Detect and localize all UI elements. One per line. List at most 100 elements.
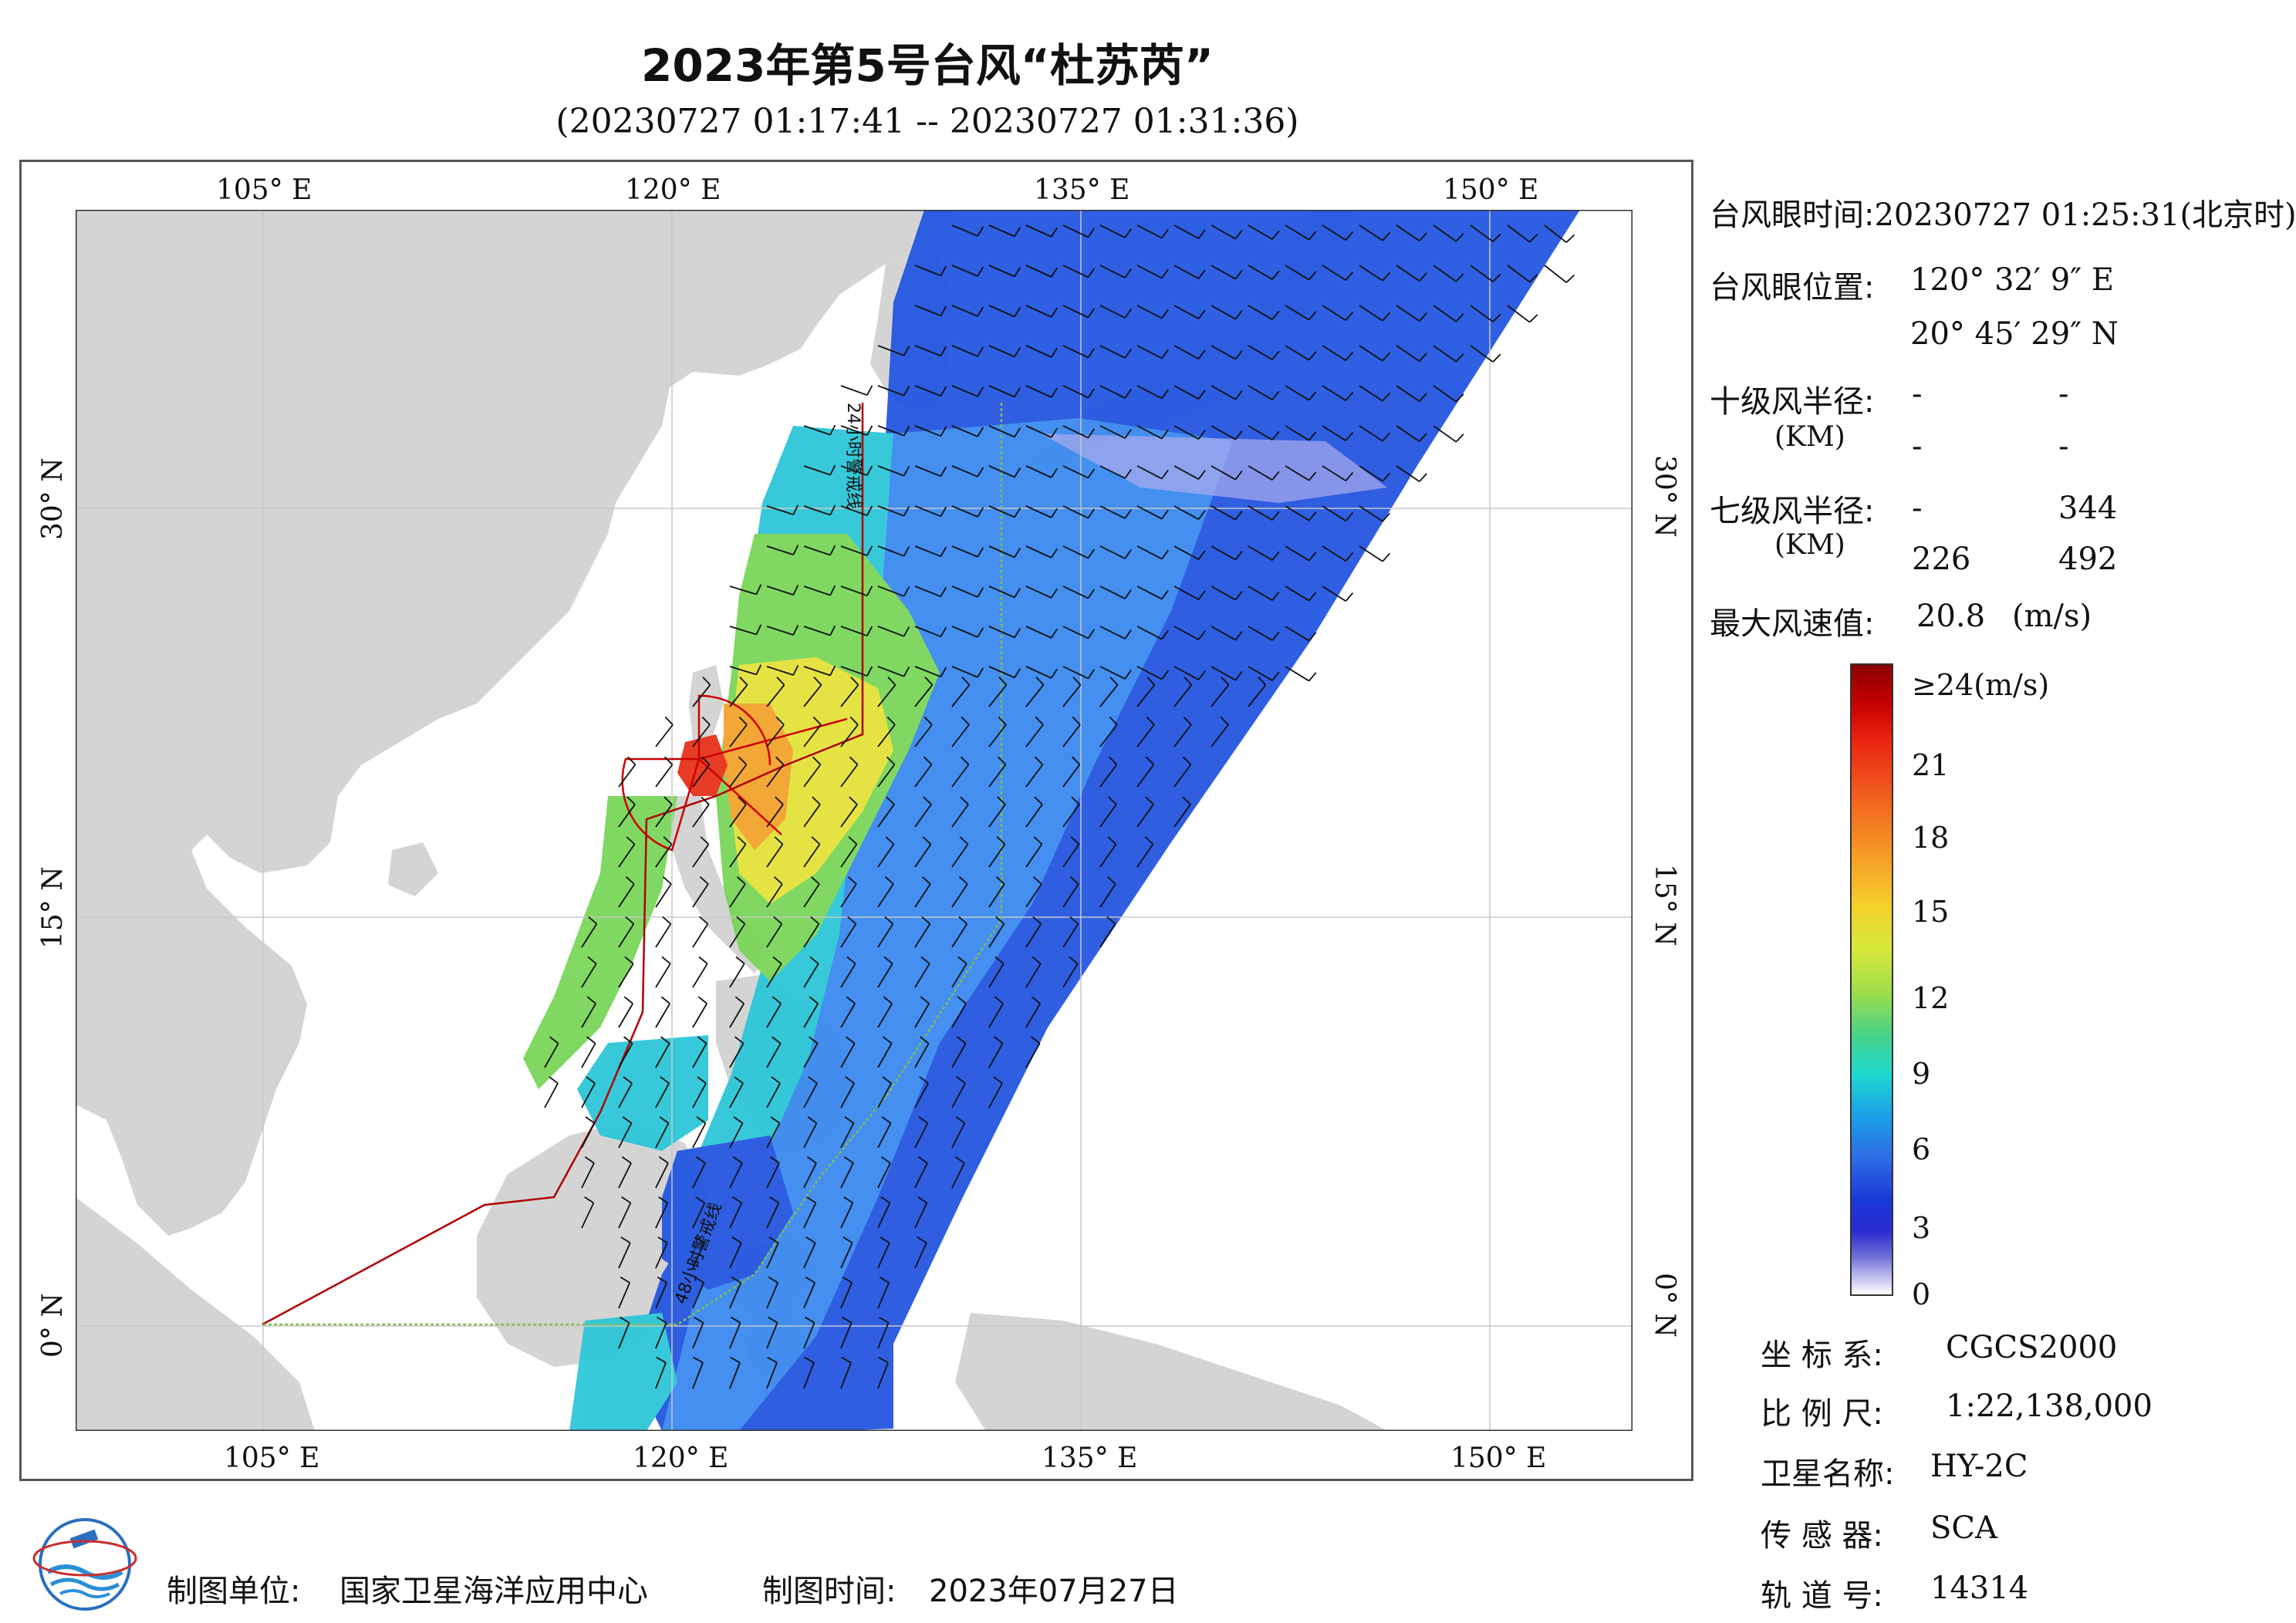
wind-barb-flag	[1050, 668, 1059, 679]
wind-barb-flag	[958, 916, 967, 925]
wind-barb	[655, 1282, 668, 1309]
wind-barb	[988, 804, 1006, 828]
r7-value-ne: -	[1912, 491, 1923, 526]
wind-barb	[1062, 465, 1089, 479]
wind-barb-flag	[755, 624, 762, 635]
eye-lon-value: 120° 32′ 9″ E	[1910, 262, 2115, 298]
wind-barb	[1210, 545, 1236, 561]
r10-value-se: -	[2058, 376, 2069, 412]
wind-barb	[692, 1082, 707, 1108]
max-wind-label: 最大风速值:	[1710, 606, 1875, 642]
wind-barb	[1136, 843, 1154, 868]
wind-barb	[1322, 585, 1346, 602]
wind-barb-flag	[662, 916, 671, 925]
wind-barb	[803, 1162, 817, 1189]
wind-barb-flag	[1382, 392, 1391, 402]
wind-barb	[1136, 385, 1163, 400]
eye-time-value: 20230727 01:25:31(北京时)	[1874, 197, 2296, 233]
wind-barb-flag	[1345, 432, 1354, 441]
wind-barb	[803, 843, 821, 868]
wind-barb-flag	[1124, 429, 1132, 439]
wind-barb-flag	[1124, 509, 1132, 519]
wind-barb	[655, 1043, 670, 1068]
wind-barb-flag	[1308, 672, 1317, 682]
wind-barb-flag	[586, 996, 596, 1004]
wind-barb	[618, 1162, 632, 1189]
colorbar-label-15: 15	[1912, 895, 1950, 929]
wind-barb	[951, 1122, 966, 1149]
wind-barb	[1507, 265, 1531, 283]
wind-barb-flag	[923, 756, 933, 765]
wind-barb	[1025, 626, 1052, 639]
lat-label-left-0: 0° N	[37, 1293, 69, 1358]
wind-barb	[766, 545, 794, 555]
wind-barb-flag	[1161, 389, 1169, 400]
wind-barb	[618, 1282, 631, 1309]
lon-label-bottom-120: 120° E	[633, 1442, 729, 1474]
wind-barb	[988, 764, 1007, 788]
wind-barb	[988, 1003, 1004, 1028]
wind-barb-flag	[1455, 353, 1464, 363]
wind-barb-flag	[1050, 548, 1059, 558]
wind-barb-flag	[1107, 836, 1117, 845]
wind-barb-flag	[805, 1236, 816, 1243]
wind-barb-flag	[812, 796, 821, 805]
wind-barb	[840, 1082, 855, 1108]
wind-barb-flag	[792, 625, 799, 636]
wind-barb	[655, 923, 672, 948]
wind-barb-flag	[1455, 393, 1464, 403]
wind-barb	[803, 1082, 818, 1108]
wind-barb	[1025, 585, 1052, 599]
wind-barb	[988, 345, 1015, 358]
wind-barb-flag	[812, 716, 822, 726]
wind-barb	[1173, 505, 1200, 520]
wind-barb	[1062, 305, 1089, 319]
wind-barb-flag	[1308, 391, 1317, 401]
wind-barb-flag	[841, 1356, 852, 1364]
wind-barb	[840, 804, 858, 828]
wind-barb-flag	[1124, 268, 1132, 278]
wind-barb-flag	[923, 716, 933, 726]
wind-barb-flag	[846, 956, 856, 964]
wind-barb	[877, 843, 895, 868]
wind-barb-flag	[1014, 387, 1021, 397]
wind-barb-flag	[1308, 592, 1317, 602]
wind-barb-flag	[1124, 309, 1132, 319]
wind-barb-flag	[866, 385, 873, 396]
wind-barb-flag	[1308, 311, 1317, 321]
wind-barb-flag	[883, 956, 893, 964]
wind-barb-flag	[656, 1356, 667, 1364]
wind-barb	[951, 843, 969, 868]
wind-barb-flag	[1382, 472, 1391, 482]
wind-barb-flag	[738, 796, 747, 805]
wind-barb-flag	[1455, 433, 1464, 443]
lon-label-bottom-150: 150° E	[1450, 1442, 1547, 1474]
wind-barb-flag	[1419, 433, 1427, 442]
r10-unit: (KM)	[1774, 421, 1845, 453]
wind-barb-flag	[1197, 550, 1206, 560]
wind-barb-flag	[809, 1036, 819, 1044]
wind-barb-flag	[584, 1196, 594, 1204]
wind-barb-flag	[626, 796, 636, 805]
wind-barb	[840, 963, 856, 988]
eye-lat-value: 20° 45′ 29″ N	[1910, 316, 2119, 352]
wind-barb-flag	[920, 956, 930, 964]
wind-barb-flag	[866, 626, 873, 636]
wind-barb	[1173, 385, 1200, 400]
wind-barb	[1025, 883, 1042, 908]
wind-barb-flag	[1183, 716, 1192, 726]
wind-barb-flag	[810, 876, 820, 885]
wind-barb-flag	[977, 547, 984, 558]
wind-barb	[988, 465, 1015, 478]
scale-value: 1:22,138,000	[1946, 1388, 2152, 1424]
wind-barb	[803, 1242, 816, 1269]
wind-barb	[1210, 724, 1229, 747]
wind-barb	[988, 1082, 1003, 1108]
wind-barb	[877, 804, 895, 828]
wind-barb	[988, 265, 1015, 278]
wind-barb-flag	[664, 716, 674, 726]
wind-barb	[1062, 626, 1089, 639]
wind-barb	[1210, 684, 1230, 707]
wind-barb-flag	[1529, 274, 1538, 283]
wind-barb	[914, 1162, 928, 1189]
